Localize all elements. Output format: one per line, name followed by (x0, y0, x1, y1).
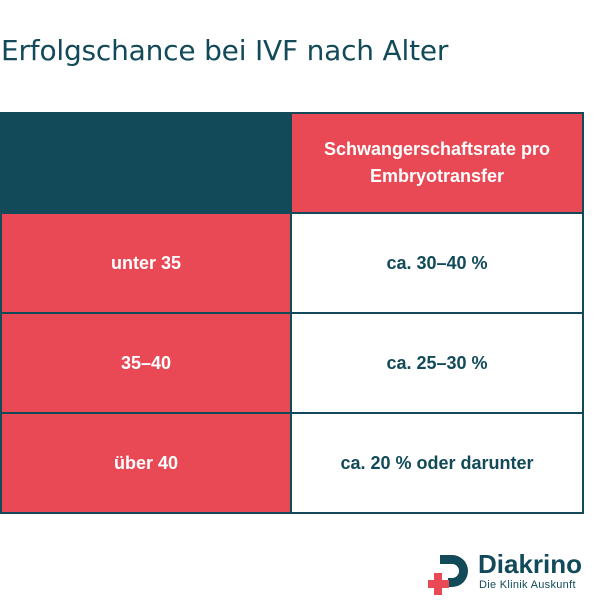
row-value-rate: ca. 30–40 % (290, 212, 584, 314)
diakrino-logo-icon (428, 555, 468, 595)
brand-logo: Diakrino Die Klinik Auskunft (428, 549, 593, 595)
row-label-age: 35–40 (0, 312, 292, 414)
brand-name: Diakrino (478, 549, 583, 579)
page-title: Erfolgschance bei IVF nach Alter (1, 34, 449, 67)
table-row: 35–40 ca. 25–30 % (0, 312, 584, 414)
success-rate-table: Schwangerschaftsrate pro Embryotransfer … (0, 112, 584, 514)
table-corner-cell (0, 112, 292, 214)
row-value-rate: ca. 25–30 % (290, 312, 584, 414)
brand-tagline: Die Klinik Auskunft (479, 579, 576, 591)
table-row: über 40 ca. 20 % oder darunter (0, 412, 584, 514)
table-row: unter 35 ca. 30–40 % (0, 212, 584, 314)
row-label-age: über 40 (0, 412, 292, 514)
table-header-row: Schwangerschaftsrate pro Embryotransfer (0, 112, 584, 214)
column-header-pregnancy-rate: Schwangerschaftsrate pro Embryotransfer (290, 112, 584, 214)
row-label-age: unter 35 (0, 212, 292, 314)
row-value-rate: ca. 20 % oder darunter (290, 412, 584, 514)
